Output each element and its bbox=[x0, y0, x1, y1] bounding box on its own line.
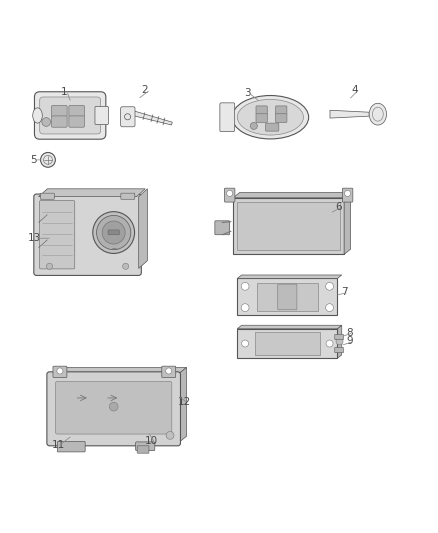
Ellipse shape bbox=[232, 95, 309, 139]
Circle shape bbox=[102, 221, 125, 244]
Text: 1: 1 bbox=[61, 87, 68, 98]
Ellipse shape bbox=[369, 103, 387, 125]
FancyBboxPatch shape bbox=[254, 332, 320, 355]
Circle shape bbox=[325, 304, 333, 312]
Circle shape bbox=[251, 123, 257, 130]
FancyBboxPatch shape bbox=[233, 198, 344, 254]
Circle shape bbox=[110, 402, 118, 411]
FancyBboxPatch shape bbox=[278, 284, 297, 310]
FancyBboxPatch shape bbox=[343, 188, 353, 202]
FancyBboxPatch shape bbox=[335, 334, 343, 340]
Circle shape bbox=[241, 282, 249, 290]
Text: 10: 10 bbox=[145, 437, 158, 447]
Text: 2: 2 bbox=[142, 85, 148, 95]
Polygon shape bbox=[178, 367, 187, 443]
FancyBboxPatch shape bbox=[136, 442, 155, 450]
Circle shape bbox=[336, 338, 343, 345]
FancyBboxPatch shape bbox=[256, 106, 267, 115]
FancyBboxPatch shape bbox=[51, 116, 67, 127]
Circle shape bbox=[166, 431, 174, 439]
FancyBboxPatch shape bbox=[276, 114, 287, 123]
FancyBboxPatch shape bbox=[257, 283, 318, 311]
FancyBboxPatch shape bbox=[335, 348, 343, 353]
Polygon shape bbox=[237, 275, 342, 278]
Circle shape bbox=[57, 368, 63, 374]
FancyBboxPatch shape bbox=[120, 107, 135, 127]
Circle shape bbox=[42, 118, 50, 126]
Circle shape bbox=[46, 263, 53, 269]
FancyBboxPatch shape bbox=[56, 382, 172, 434]
Ellipse shape bbox=[33, 108, 42, 123]
Circle shape bbox=[241, 304, 249, 312]
Polygon shape bbox=[330, 110, 369, 118]
Circle shape bbox=[325, 282, 333, 290]
Polygon shape bbox=[131, 110, 172, 125]
FancyBboxPatch shape bbox=[237, 329, 337, 358]
Polygon shape bbox=[337, 325, 342, 358]
Text: 4: 4 bbox=[352, 85, 359, 95]
Circle shape bbox=[123, 263, 129, 269]
Polygon shape bbox=[233, 192, 351, 198]
Circle shape bbox=[93, 212, 134, 254]
FancyBboxPatch shape bbox=[265, 123, 279, 131]
FancyBboxPatch shape bbox=[137, 446, 149, 453]
FancyBboxPatch shape bbox=[95, 107, 109, 125]
FancyBboxPatch shape bbox=[162, 366, 176, 377]
Text: 3: 3 bbox=[244, 88, 251, 98]
Polygon shape bbox=[344, 192, 351, 254]
FancyBboxPatch shape bbox=[224, 188, 235, 202]
Polygon shape bbox=[49, 367, 187, 375]
FancyBboxPatch shape bbox=[57, 441, 85, 452]
FancyBboxPatch shape bbox=[39, 200, 75, 269]
FancyBboxPatch shape bbox=[256, 114, 267, 123]
Text: 8: 8 bbox=[346, 328, 353, 337]
Text: 11: 11 bbox=[51, 440, 64, 450]
FancyBboxPatch shape bbox=[51, 106, 67, 117]
Circle shape bbox=[345, 190, 351, 197]
FancyBboxPatch shape bbox=[40, 97, 101, 134]
Text: 13: 13 bbox=[28, 233, 41, 243]
FancyBboxPatch shape bbox=[53, 366, 67, 377]
Text: 7: 7 bbox=[342, 287, 348, 297]
Circle shape bbox=[326, 340, 333, 347]
Text: 12: 12 bbox=[177, 397, 191, 407]
FancyBboxPatch shape bbox=[69, 116, 85, 127]
Polygon shape bbox=[237, 325, 342, 329]
FancyBboxPatch shape bbox=[215, 221, 230, 235]
Text: 6: 6 bbox=[336, 202, 342, 212]
Circle shape bbox=[96, 215, 131, 249]
FancyBboxPatch shape bbox=[40, 193, 54, 199]
Polygon shape bbox=[39, 189, 145, 197]
Circle shape bbox=[226, 190, 233, 197]
FancyBboxPatch shape bbox=[121, 193, 135, 199]
Circle shape bbox=[166, 368, 172, 374]
FancyBboxPatch shape bbox=[47, 372, 180, 446]
FancyBboxPatch shape bbox=[237, 202, 340, 250]
Text: 9: 9 bbox=[346, 336, 353, 346]
FancyBboxPatch shape bbox=[237, 278, 337, 316]
Ellipse shape bbox=[237, 99, 304, 135]
FancyBboxPatch shape bbox=[220, 103, 235, 132]
Text: 5: 5 bbox=[30, 155, 37, 165]
Polygon shape bbox=[139, 189, 148, 269]
FancyBboxPatch shape bbox=[69, 106, 85, 117]
Circle shape bbox=[242, 340, 249, 347]
Circle shape bbox=[41, 152, 55, 167]
FancyBboxPatch shape bbox=[276, 106, 287, 115]
FancyBboxPatch shape bbox=[108, 230, 119, 235]
FancyBboxPatch shape bbox=[34, 194, 141, 276]
FancyBboxPatch shape bbox=[35, 92, 106, 139]
